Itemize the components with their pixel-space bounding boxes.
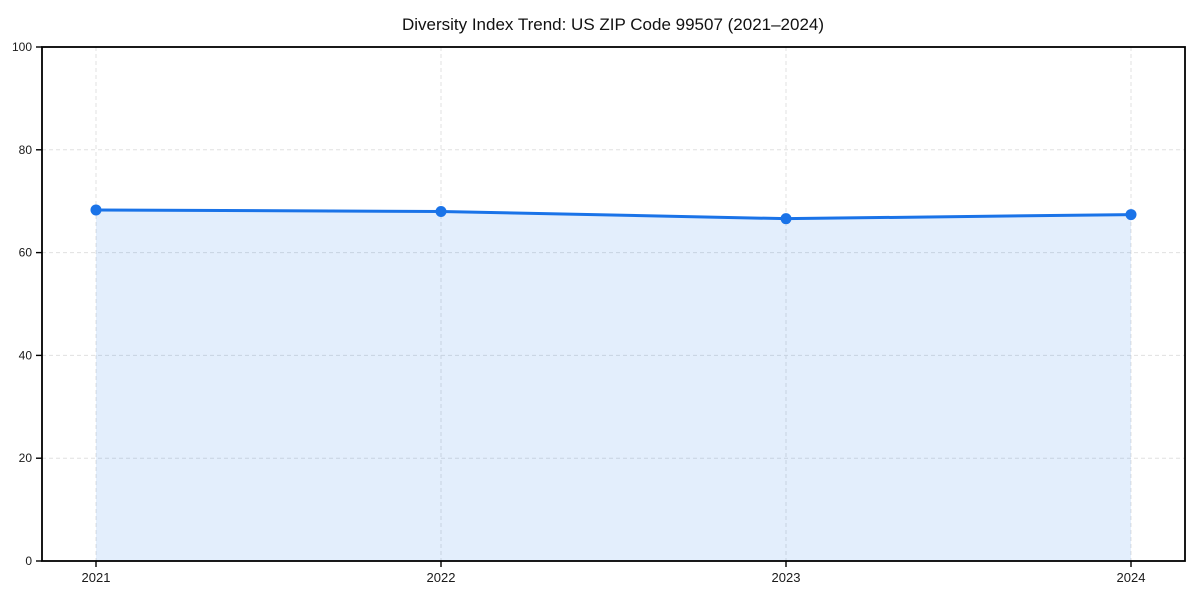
y-tick-label: 60 xyxy=(19,246,33,260)
data-point xyxy=(90,204,102,216)
trend-line xyxy=(94,208,1133,221)
chart-title: Diversity Index Trend: US ZIP Code 99507… xyxy=(402,15,824,34)
y-tick-label: 0 xyxy=(25,554,32,568)
data-point xyxy=(1125,209,1137,221)
y-tick-label: 20 xyxy=(19,451,33,465)
y-tick-label: 100 xyxy=(12,40,32,54)
tick-labels-layer: 0 20 40 60 80 100 2021 2022 2023 2024 xyxy=(12,40,1145,585)
x-tick-label: 2023 xyxy=(772,570,801,585)
x-tick-label: 2021 xyxy=(82,570,111,585)
x-tick-label: 2022 xyxy=(427,570,456,585)
x-tick-label: 2024 xyxy=(1117,570,1146,585)
data-points-layer xyxy=(90,204,1137,225)
gridlines-layer xyxy=(42,46,1185,562)
plot-border xyxy=(41,46,1186,562)
y-tick-label: 80 xyxy=(19,143,33,157)
trend-line-layer xyxy=(94,208,1133,221)
data-point xyxy=(435,205,447,217)
y-tick-label: 40 xyxy=(19,348,33,362)
area-fill xyxy=(96,209,1131,562)
axes-layer xyxy=(36,46,1186,567)
area-fill-layer xyxy=(96,209,1131,562)
data-point xyxy=(780,213,792,225)
